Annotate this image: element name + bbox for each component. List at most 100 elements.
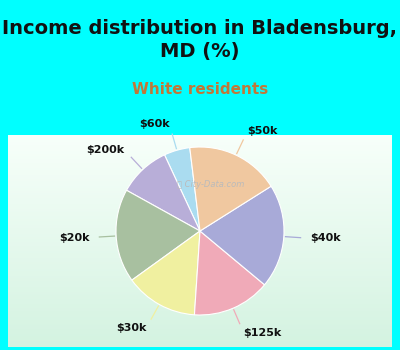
Bar xyxy=(8,145,392,147)
Bar xyxy=(8,332,392,334)
Bar xyxy=(8,250,392,251)
Bar xyxy=(8,135,392,136)
Bar xyxy=(8,265,392,267)
Bar xyxy=(8,331,392,332)
Bar xyxy=(8,294,392,295)
Bar xyxy=(8,219,392,221)
Bar xyxy=(8,214,392,216)
Text: Income distribution in Bladensburg,
MD (%): Income distribution in Bladensburg, MD (… xyxy=(2,19,398,62)
Bar xyxy=(8,230,392,232)
Bar xyxy=(8,326,392,327)
Bar xyxy=(8,158,392,160)
Bar xyxy=(8,174,392,175)
Bar xyxy=(8,212,392,214)
Bar xyxy=(8,186,392,188)
Bar xyxy=(8,316,392,318)
Bar xyxy=(8,147,392,149)
Bar xyxy=(8,179,392,181)
Bar xyxy=(8,315,392,316)
Bar xyxy=(8,287,392,288)
Bar xyxy=(8,239,392,241)
Bar xyxy=(8,299,392,301)
Bar xyxy=(8,223,392,225)
Bar xyxy=(8,244,392,246)
Bar xyxy=(8,209,392,211)
Bar xyxy=(8,288,392,290)
Bar xyxy=(8,329,392,331)
Bar xyxy=(8,168,392,170)
Bar xyxy=(8,188,392,189)
Bar xyxy=(8,144,392,145)
Bar xyxy=(8,226,392,228)
Bar xyxy=(8,211,392,212)
Text: $50k: $50k xyxy=(248,126,278,136)
Bar xyxy=(8,163,392,165)
Bar xyxy=(8,309,392,311)
Bar xyxy=(8,311,392,313)
Bar xyxy=(8,297,392,299)
Bar xyxy=(8,140,392,142)
Bar xyxy=(8,218,392,219)
Bar xyxy=(8,302,392,304)
Bar xyxy=(8,264,392,265)
Bar xyxy=(8,205,392,207)
Bar xyxy=(8,327,392,329)
Bar xyxy=(8,189,392,191)
Bar xyxy=(8,283,392,285)
Bar xyxy=(8,235,392,237)
Bar xyxy=(8,198,392,200)
Bar xyxy=(8,233,392,235)
Bar xyxy=(8,182,392,184)
Bar xyxy=(8,193,392,195)
Bar xyxy=(8,207,392,209)
Bar xyxy=(8,336,392,338)
Bar xyxy=(8,290,392,292)
Bar xyxy=(8,343,392,345)
Text: $200k: $200k xyxy=(86,145,124,155)
Bar xyxy=(8,216,392,218)
Wedge shape xyxy=(194,231,264,315)
Bar xyxy=(8,202,392,204)
Bar xyxy=(8,248,392,250)
Bar xyxy=(8,232,392,233)
Bar xyxy=(8,165,392,167)
Bar xyxy=(8,196,392,198)
Bar xyxy=(8,334,392,336)
Bar xyxy=(8,260,392,262)
Bar xyxy=(8,243,392,244)
Bar xyxy=(8,276,392,278)
Bar xyxy=(8,341,392,343)
Bar xyxy=(8,221,392,223)
Bar xyxy=(8,246,392,248)
Wedge shape xyxy=(132,231,200,315)
Bar xyxy=(8,262,392,264)
Bar xyxy=(8,345,392,346)
Bar xyxy=(8,149,392,150)
Bar xyxy=(8,308,392,309)
Bar xyxy=(8,301,392,302)
Bar xyxy=(8,285,392,287)
Bar xyxy=(8,253,392,255)
Bar xyxy=(8,320,392,322)
Bar xyxy=(8,138,392,140)
Text: White residents: White residents xyxy=(132,82,268,97)
Bar xyxy=(8,142,392,143)
Wedge shape xyxy=(116,190,200,280)
Bar xyxy=(8,172,392,174)
Bar xyxy=(8,167,392,168)
Bar xyxy=(8,228,392,230)
Bar xyxy=(8,181,392,182)
Bar xyxy=(8,175,392,177)
Bar xyxy=(8,154,392,156)
Bar xyxy=(8,251,392,253)
Wedge shape xyxy=(126,155,200,231)
Bar xyxy=(8,150,392,152)
Bar xyxy=(8,204,392,205)
Bar xyxy=(8,195,392,196)
Bar xyxy=(8,255,392,257)
Bar xyxy=(8,292,392,294)
Bar xyxy=(8,170,392,172)
Bar xyxy=(8,136,392,138)
Bar xyxy=(8,177,392,179)
Text: $125k: $125k xyxy=(244,328,282,338)
